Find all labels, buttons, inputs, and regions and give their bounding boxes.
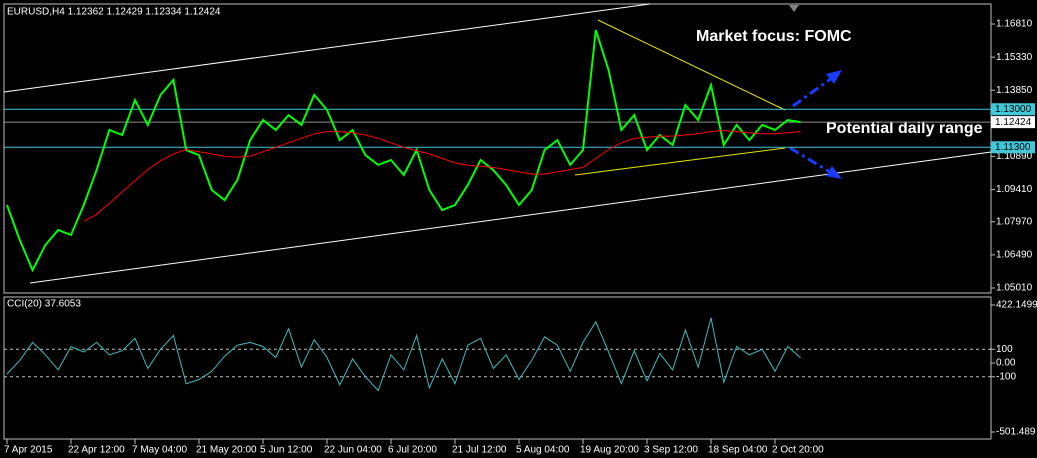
x-tick-label: 21 Jul 12:00: [452, 445, 507, 456]
y-tick-label: 1.06490: [996, 250, 1033, 261]
y-tick-label: 100: [996, 344, 1013, 355]
y-tick-label: -100: [996, 371, 1016, 382]
y-tick-label: 422.1499: [996, 300, 1037, 311]
x-tick-label: 5 Aug 04:00: [516, 445, 570, 456]
arrow-down: [789, 146, 831, 174]
y-tick-label: 1.10890: [996, 151, 1033, 162]
price-box: [991, 116, 1035, 129]
y-tick-label: 1.13850: [996, 85, 1033, 96]
channel-upper: [3, 3, 651, 93]
cci-panel: [3, 296, 992, 440]
y-tick-label: 0.00: [996, 358, 1016, 369]
annotation: Market focus: FOMC: [696, 28, 852, 45]
y-tick-label: 1.09410: [996, 184, 1033, 195]
annotation: Potential daily range: [826, 120, 983, 137]
x-tick-label: 5 Jun 12:00: [260, 445, 313, 456]
y-tick-label: 1.05010: [996, 283, 1033, 294]
shift-marker: [789, 5, 799, 12]
y-tick-label: -501.489: [996, 427, 1036, 438]
x-tick-label: 3 Sep 12:00: [644, 445, 698, 456]
y-tick-label: 1.15330: [996, 52, 1033, 63]
triangle-lower: [574, 147, 786, 176]
arrow-down-head: [826, 166, 842, 179]
series-line: [6, 317, 801, 392]
y-tick-label: 1.16810: [996, 19, 1033, 30]
arrow-up: [792, 76, 833, 108]
arrow-up-head: [826, 70, 842, 84]
x-tick-label: 22 Apr 12:00: [68, 445, 125, 456]
x-tick-label: 22 Jun 04:00: [324, 445, 382, 456]
chart-title: EURUSD,H4 1.12362 1.12429 1.12334 1.1242…: [7, 7, 221, 18]
x-tick-label: 6 Jul 20:00: [388, 445, 437, 456]
price-label: 1.12424: [995, 117, 1032, 128]
level-label: 1.13000: [995, 104, 1032, 115]
triangle-upper: [597, 19, 786, 111]
x-tick-label: 19 Aug 20:00: [580, 445, 639, 456]
level-box: [991, 103, 1035, 116]
x-tick-label: 2 Oct 20:00: [772, 445, 824, 456]
x-tick-label: 7 May 04:00: [132, 445, 187, 456]
x-tick-label: 21 May 20:00: [196, 445, 257, 456]
series-line: [6, 29, 801, 273]
indicator-title: CCI(20) 37.6053: [7, 299, 81, 310]
series-line: [83, 129, 801, 222]
range-arrows: [789, 76, 833, 174]
level-label: 1.11300: [995, 142, 1031, 153]
x-tick-label: 18 Sep 04:00: [708, 445, 768, 456]
y-tick-label: 1.07970: [996, 216, 1033, 227]
level-box: [991, 141, 1035, 154]
x-tick-label: 7 Apr 2015: [4, 445, 53, 456]
